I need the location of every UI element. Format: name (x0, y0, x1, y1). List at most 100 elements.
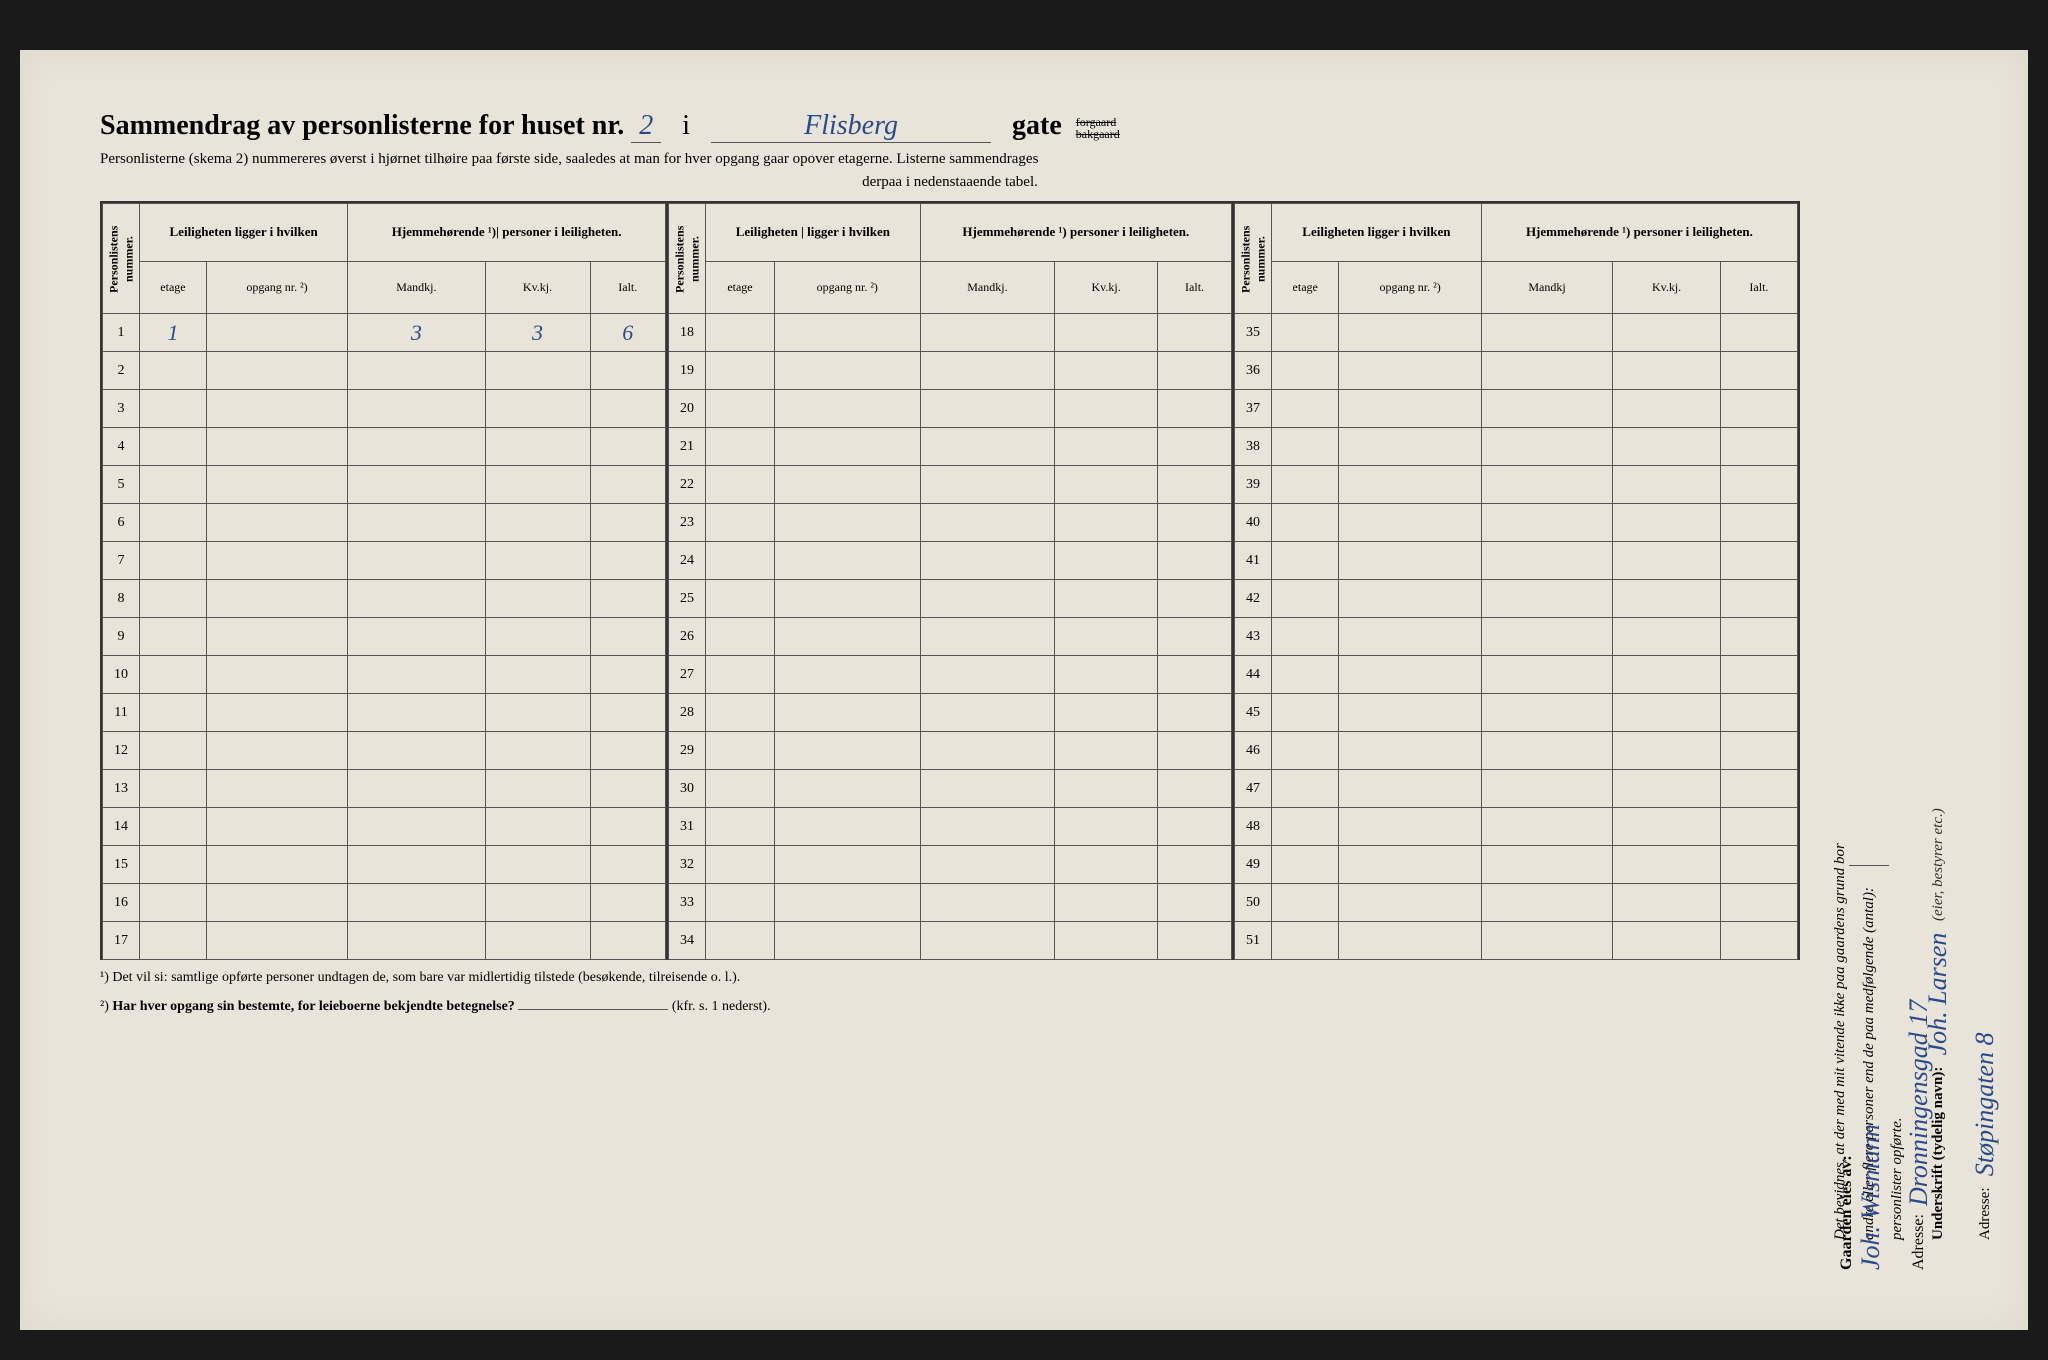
cell-mandkj (920, 694, 1054, 732)
cell-kvkj (485, 846, 590, 884)
cell-etage (706, 694, 775, 732)
cell-opgang (774, 504, 920, 542)
cell-mandkj (348, 428, 485, 466)
cell-opgang (774, 618, 920, 656)
cell-kvkj (485, 504, 590, 542)
title-prefix: Sammendrag av personlisterne for huset n… (100, 110, 624, 141)
cell-etage (1272, 694, 1339, 732)
cell-ialt (590, 542, 665, 580)
cell-kvkj (485, 390, 590, 428)
table-section-3: Personlistens nummer. Leiligheten ligger… (1234, 203, 1798, 960)
cell-kvkj (1613, 618, 1720, 656)
cell-mandkj (1481, 732, 1613, 770)
document-paper: Sammendrag av personlisterne for huset n… (20, 50, 2028, 1330)
sub-ialt: Ialt. (1720, 261, 1797, 313)
cell-etage (706, 580, 775, 618)
cell-mandkj (920, 884, 1054, 922)
cell-ialt (590, 732, 665, 770)
cell-opgang (206, 922, 347, 960)
cell-etage (1272, 732, 1339, 770)
row-number: 9 (103, 618, 140, 656)
cell-ialt (590, 770, 665, 808)
row-number: 38 (1235, 428, 1272, 466)
cell-opgang (774, 922, 920, 960)
table-row: 29 (669, 732, 1232, 770)
cell-mandkj (920, 428, 1054, 466)
row-number: 35 (1235, 314, 1272, 352)
row-number: 34 (669, 922, 706, 960)
table-section-1: Personlistens nummer. Leiligheten ligger… (102, 203, 668, 960)
cell-kvkj (1055, 580, 1158, 618)
cell-ialt (590, 352, 665, 390)
cell-ialt (1720, 922, 1797, 960)
cell-kvkj (1613, 580, 1720, 618)
cell-opgang (1339, 314, 1481, 352)
row-number: 50 (1235, 884, 1272, 922)
cell-mandkj (1481, 428, 1613, 466)
cell-ialt (1158, 314, 1232, 352)
table-row: 49 (1235, 846, 1798, 884)
table-row: 3 (103, 390, 666, 428)
cell-opgang (774, 846, 920, 884)
cell-etage (1272, 656, 1339, 694)
row-number: 20 (669, 390, 706, 428)
cell-etage (706, 922, 775, 960)
cell-mandkj (920, 542, 1054, 580)
cell-opgang (774, 542, 920, 580)
cell-opgang (1339, 352, 1481, 390)
cell-mandkj (1481, 846, 1613, 884)
cell-opgang (206, 846, 347, 884)
cell-opgang (206, 618, 347, 656)
table-row: 14 (103, 808, 666, 846)
cell-kvkj (1613, 884, 1720, 922)
connector: i (682, 110, 690, 141)
cell-ialt (590, 884, 665, 922)
cell-kvkj (485, 884, 590, 922)
cell-mandkj (348, 732, 485, 770)
cell-etage (140, 428, 207, 466)
col-leiligheten: Leiligheten ligger i hvilken (140, 204, 348, 262)
cell-ialt (590, 504, 665, 542)
cell-opgang (206, 352, 347, 390)
house-number-field: 2 (631, 110, 661, 143)
table-row: 7 (103, 542, 666, 580)
row-number: 11 (103, 694, 140, 732)
cell-mandkj (348, 884, 485, 922)
cell-opgang (206, 466, 347, 504)
cell-mandkj (348, 922, 485, 960)
cell-kvkj (1055, 352, 1158, 390)
cell-opgang (206, 884, 347, 922)
cell-kvkj (1613, 808, 1720, 846)
cell-mandkj (1481, 884, 1613, 922)
table-row: 33 (669, 884, 1232, 922)
cell-ialt (590, 808, 665, 846)
row-number: 6 (103, 504, 140, 542)
cell-opgang (1339, 922, 1481, 960)
cell-opgang (206, 770, 347, 808)
row-number: 19 (669, 352, 706, 390)
table-row: 48 (1235, 808, 1798, 846)
cell-etage (140, 352, 207, 390)
table-row: 10 (103, 656, 666, 694)
cell-kvkj (1055, 542, 1158, 580)
row-number: 31 (669, 808, 706, 846)
cell-opgang (1339, 580, 1481, 618)
cell-opgang (1339, 542, 1481, 580)
cell-mandkj (348, 694, 485, 732)
cell-opgang (206, 428, 347, 466)
cell-etage (706, 504, 775, 542)
table-row: 4 (103, 428, 666, 466)
cell-etage (140, 694, 207, 732)
row-number: 36 (1235, 352, 1272, 390)
col-leiligheten: Leiligheten ligger i hvilken (1272, 204, 1482, 262)
row-number: 26 (669, 618, 706, 656)
cell-kvkj (1055, 770, 1158, 808)
row-number: 15 (103, 846, 140, 884)
cell-etage (706, 428, 775, 466)
cell-ialt (1158, 504, 1232, 542)
table-row: 46 (1235, 732, 1798, 770)
table-row: 37 (1235, 390, 1798, 428)
cell-kvkj: 3 (485, 314, 590, 352)
cell-etage (1272, 466, 1339, 504)
cell-opgang (1339, 732, 1481, 770)
